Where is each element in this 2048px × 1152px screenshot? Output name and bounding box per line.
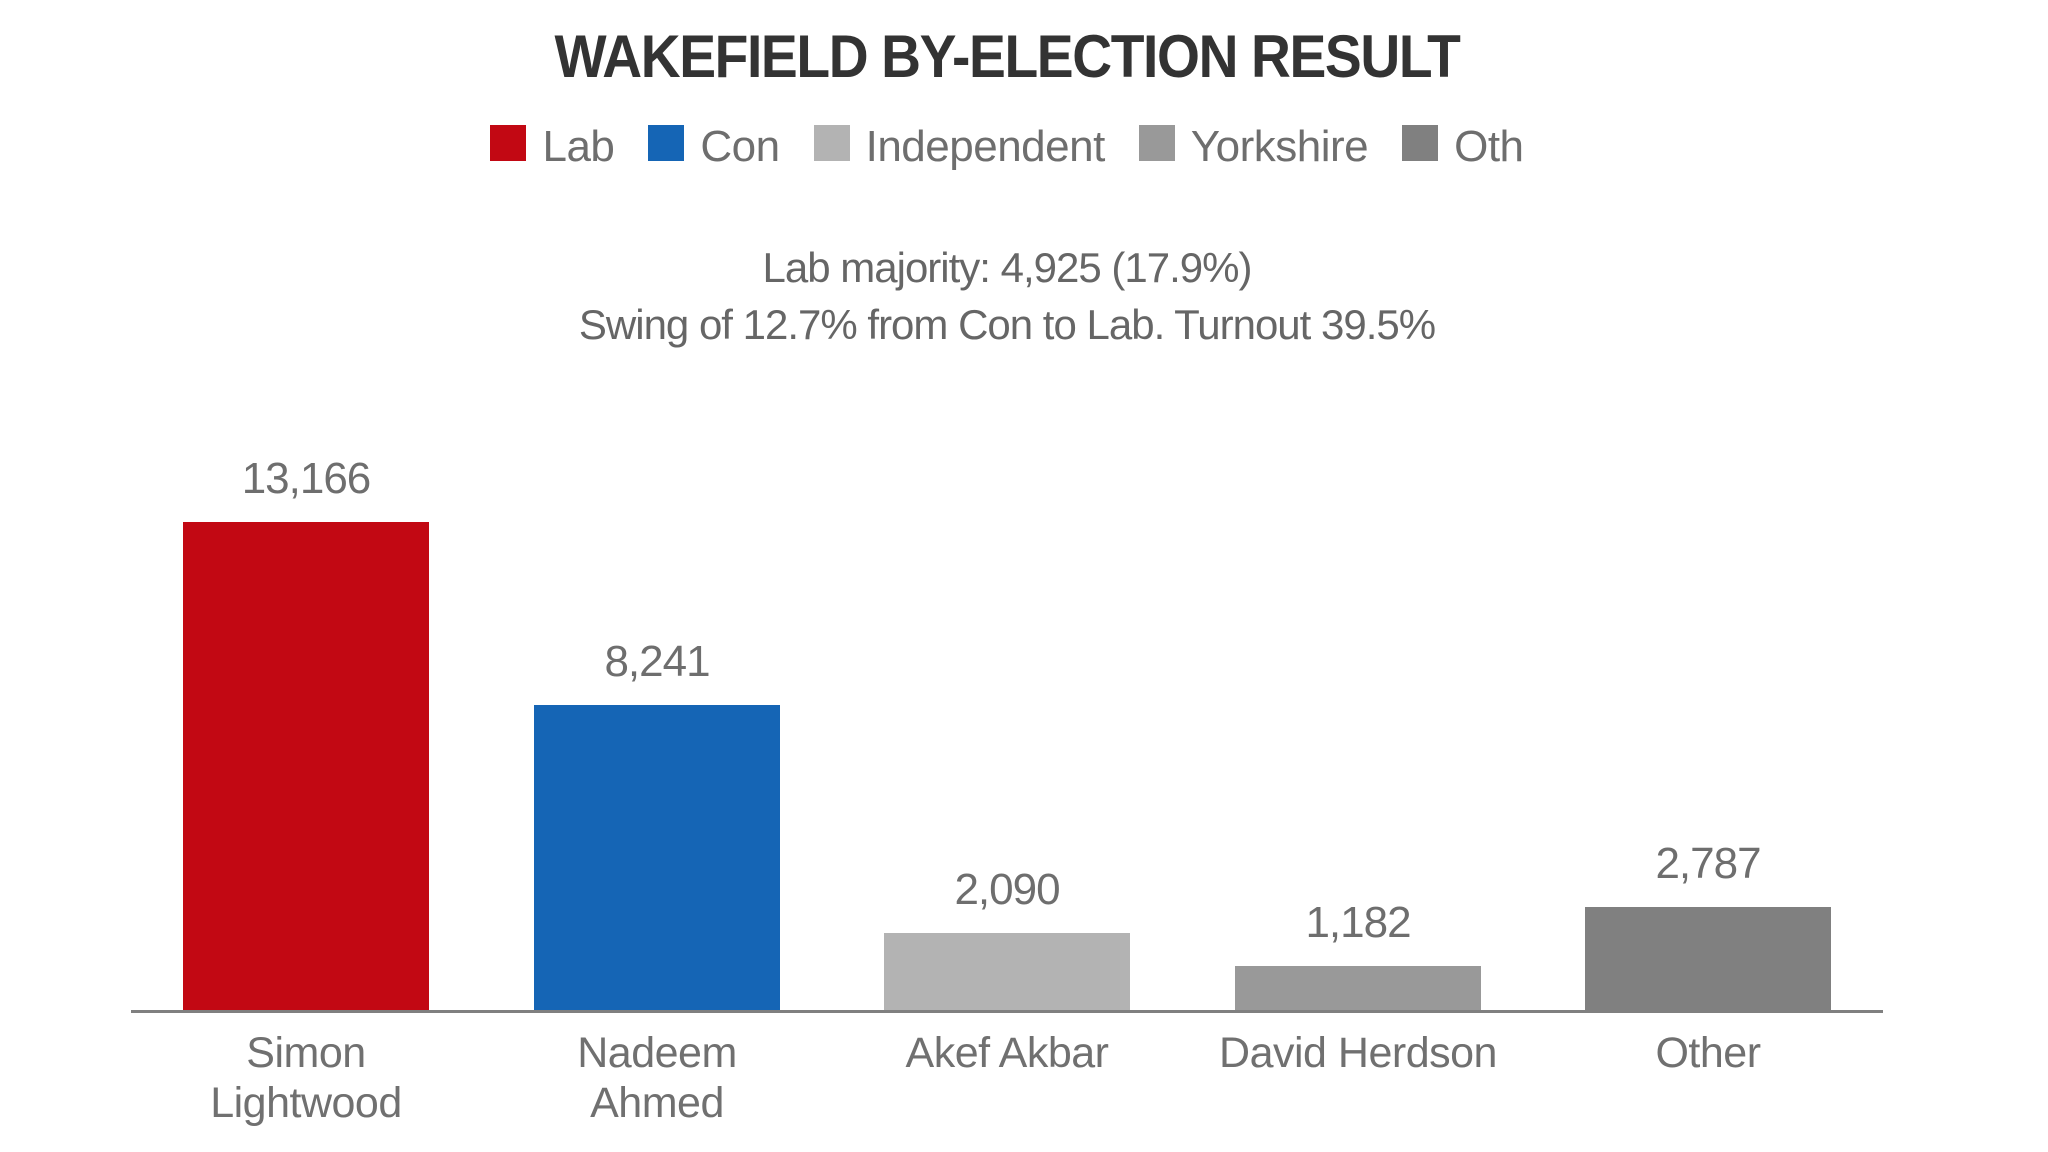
bar-oth xyxy=(1585,907,1831,1010)
legend-swatch-icon xyxy=(490,125,527,161)
x-axis-baseline xyxy=(131,1010,1883,1013)
legend-swatch-icon xyxy=(1402,125,1439,161)
legend-item-lab: Lab xyxy=(490,122,615,172)
category-label-line: Nadeem xyxy=(577,1029,737,1077)
category-label-line: David Herdson xyxy=(1219,1029,1497,1077)
x-axis-category-label: Akef Akbar xyxy=(827,1028,1187,1078)
category-label-line: Lightwood xyxy=(210,1079,402,1127)
legend-item-yorkshire: Yorkshire xyxy=(1138,122,1369,172)
x-axis-category-label: Nadeem Ahmed xyxy=(477,1028,837,1128)
bar-independent xyxy=(884,933,1130,1010)
legend-item-con: Con xyxy=(648,122,780,172)
x-axis-category-label: Simon Lightwood xyxy=(126,1028,486,1128)
legend-item-independent: Independent xyxy=(813,122,1106,172)
bar-value-label: 2,787 xyxy=(1655,839,1761,888)
legend-label: Yorkshire xyxy=(1190,122,1369,171)
majority-subtitle: Lab majority: 4,925 (17.9%) xyxy=(762,244,1253,291)
category-label-line: Akef Akbar xyxy=(905,1029,1109,1077)
bar-con xyxy=(534,705,780,1010)
category-label-line: Ahmed xyxy=(590,1079,724,1127)
x-axis-category-label: David Herdson xyxy=(1178,1028,1538,1078)
legend-swatch-icon xyxy=(648,125,685,161)
swing-turnout-subtitle: Swing of 12.7% from Con to Lab. Turnout … xyxy=(578,301,1436,348)
chart-title: WAKEFIELD BY-ELECTION RESULT xyxy=(554,23,1461,90)
bar-value-label: 13,166 xyxy=(241,454,372,503)
category-label-line: Other xyxy=(1655,1029,1761,1077)
x-axis-category-label: Other xyxy=(1528,1028,1888,1078)
bar-value-label: 8,241 xyxy=(604,637,710,686)
bar-lab xyxy=(183,522,429,1010)
legend-swatch-icon xyxy=(813,125,850,161)
legend-label: Lab xyxy=(542,122,615,171)
category-label-line: Simon xyxy=(246,1029,366,1077)
bar-yorkshire xyxy=(1235,966,1481,1010)
legend-swatch-icon xyxy=(1138,125,1175,161)
legend-item-oth: Oth xyxy=(1402,122,1524,172)
legend-label: Independent xyxy=(865,122,1106,171)
bar-value-label: 1,182 xyxy=(1305,898,1411,947)
legend: Lab Con Independent Yorkshire Oth xyxy=(0,122,2014,172)
bar-value-label: 2,090 xyxy=(954,865,1060,914)
legend-label: Con xyxy=(700,122,780,171)
legend-label: Oth xyxy=(1454,122,1524,171)
